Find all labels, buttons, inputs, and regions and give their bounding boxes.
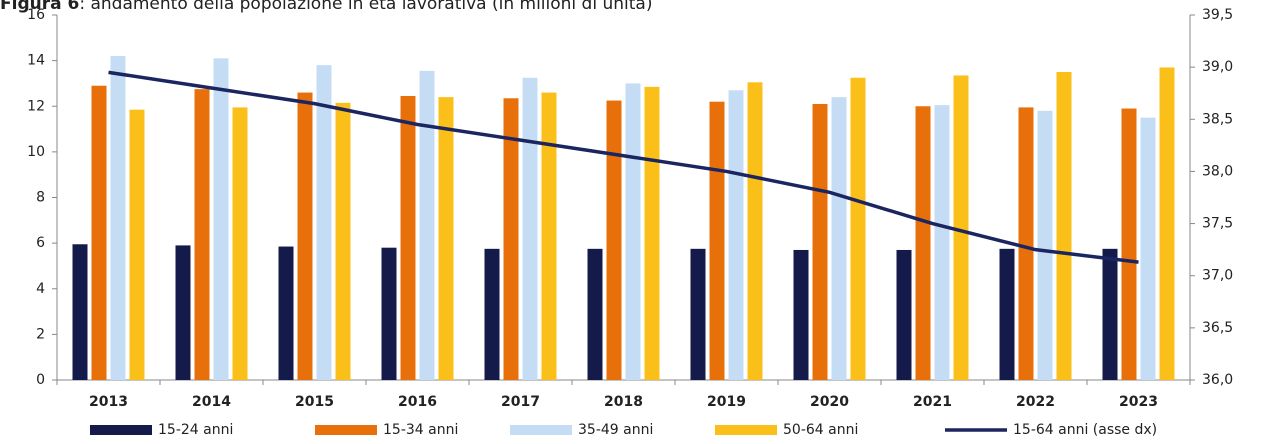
x-tick-label: 2020	[810, 394, 849, 410]
bar	[213, 58, 229, 380]
bar	[1056, 72, 1072, 380]
bar	[381, 247, 397, 380]
bar	[793, 249, 809, 380]
bar	[110, 56, 126, 380]
y-tick-label: 6	[36, 235, 45, 251]
line	[108, 70, 1139, 264]
bar	[1018, 107, 1034, 380]
y2-tick-label: 36,5	[1202, 320, 1233, 336]
legend-label: 50-64 anni	[783, 422, 858, 438]
y-tick-label: 0	[36, 372, 45, 388]
y2-tick-label: 38,5	[1202, 111, 1233, 127]
y-tick-label: 14	[27, 53, 45, 69]
bar	[934, 105, 950, 380]
bar	[831, 97, 847, 380]
x-tick-label: 2021	[913, 394, 952, 410]
legend-label: 15-64 anni (asse dx)	[1013, 422, 1157, 438]
y2-tick-label: 37,5	[1202, 216, 1233, 232]
bar	[1140, 117, 1156, 380]
bar	[316, 65, 332, 380]
legend-swatch	[715, 425, 777, 435]
bar	[419, 70, 435, 380]
bar	[438, 97, 454, 380]
bar	[644, 86, 660, 380]
bar	[541, 92, 557, 380]
bar	[72, 244, 88, 380]
bar	[812, 103, 828, 380]
bar	[1102, 248, 1118, 380]
x-tick-label: 2022	[1016, 394, 1055, 410]
x-tick-label: 2017	[501, 394, 540, 410]
bar	[522, 77, 538, 380]
y-tick-label: 12	[27, 98, 45, 114]
bar	[606, 100, 622, 380]
legend-label: 15-34 anni	[383, 422, 458, 438]
bar	[1121, 108, 1137, 380]
y-tick-label: 10	[27, 144, 45, 160]
bar	[850, 77, 866, 380]
y2-tick-label: 36,0	[1202, 372, 1233, 388]
bar	[953, 75, 969, 380]
bar	[999, 248, 1015, 380]
bar	[91, 85, 107, 380]
x-tick-label: 2018	[604, 394, 643, 410]
y2-tick-label: 38,0	[1202, 163, 1233, 179]
bar	[503, 98, 519, 380]
bar	[194, 89, 210, 380]
bar	[690, 248, 706, 380]
y2-tick-label: 37,0	[1202, 268, 1233, 284]
legend-label: 15-24 anni	[158, 422, 233, 438]
bar	[747, 82, 763, 380]
bar	[915, 106, 931, 380]
bar	[232, 107, 248, 380]
y2-tick-label: 39,5	[1202, 7, 1233, 23]
bar	[1159, 67, 1175, 380]
y-tick-label: 2	[36, 326, 45, 342]
x-tick-label: 2023	[1119, 394, 1158, 410]
bar	[129, 109, 145, 380]
bar	[896, 249, 912, 380]
bar	[175, 245, 191, 380]
title-text: : andamento della popolazione in età lav…	[79, 0, 652, 14]
bar	[728, 90, 744, 380]
x-tick-label: 2013	[89, 394, 128, 410]
x-tick-label: 2015	[295, 394, 334, 410]
title-prefix: Figura 6	[0, 0, 79, 14]
bar	[278, 246, 294, 380]
legend-swatch	[510, 425, 572, 435]
bar	[400, 95, 416, 380]
bar	[297, 92, 313, 380]
y-tick-label: 8	[36, 190, 45, 206]
y2-tick-label: 39,0	[1202, 59, 1233, 75]
legend-swatch	[90, 425, 152, 435]
bar	[484, 248, 500, 380]
bar	[625, 83, 641, 380]
chart-title: Figura 6: andamento della popolazione in…	[0, 0, 652, 14]
y-tick-label: 4	[36, 281, 45, 297]
x-tick-label: 2014	[192, 394, 231, 410]
x-tick-label: 2019	[707, 394, 746, 410]
bar	[335, 102, 351, 380]
bar	[1037, 110, 1053, 380]
x-tick-label: 2016	[398, 394, 437, 410]
legend-swatch	[315, 425, 377, 435]
bar	[587, 248, 603, 380]
bar	[709, 101, 725, 380]
legend-label: 35-49 anni	[578, 422, 653, 438]
y-tick-label: 16	[27, 7, 45, 23]
